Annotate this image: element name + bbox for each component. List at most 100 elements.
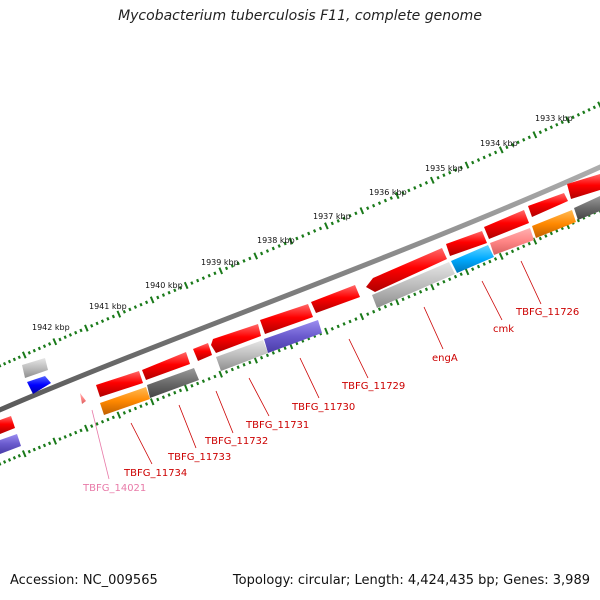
tick-mark <box>58 337 62 342</box>
gene-feature[interactable] <box>211 324 261 353</box>
tick-mark <box>366 206 370 211</box>
gene-feature[interactable] <box>446 231 487 256</box>
gene-feature[interactable] <box>264 320 322 353</box>
tick-mark <box>401 191 405 195</box>
gene-label[interactable]: TBFG_11733 <box>167 452 231 463</box>
tick-mark <box>139 404 143 409</box>
tick-mark <box>149 398 155 406</box>
tick-mark <box>527 135 531 140</box>
tick-mark <box>173 390 177 395</box>
tick-mark <box>95 321 99 326</box>
gene-label[interactable]: TBFG_11732 <box>204 436 268 447</box>
gene-feature[interactable] <box>260 304 313 334</box>
gene-feature[interactable] <box>567 174 600 199</box>
gene-feature[interactable] <box>22 358 48 378</box>
tick-mark <box>173 288 177 293</box>
tick-mark <box>336 219 340 223</box>
tick-mark <box>493 257 498 261</box>
kbp-label: 1937 kbp <box>313 212 351 221</box>
tick-mark <box>12 456 17 460</box>
tick-mark <box>295 341 299 346</box>
tick-mark <box>377 201 382 205</box>
gene-feature[interactable] <box>451 245 494 273</box>
gene-feature[interactable] <box>574 196 600 220</box>
gene-feature[interactable] <box>366 248 447 292</box>
gene-label[interactable]: TBFG_11726 <box>515 307 579 318</box>
leader-line <box>520 260 542 305</box>
gene-feature[interactable] <box>80 393 86 404</box>
tick-mark <box>17 355 21 360</box>
gene-label[interactable]: TBFG_14021 <box>82 483 146 494</box>
tick-mark <box>471 160 475 165</box>
tick-mark <box>555 229 559 233</box>
tick-mark <box>476 264 481 269</box>
tick-mark <box>429 283 435 291</box>
tick-mark <box>453 274 458 279</box>
tick-mark <box>324 327 329 335</box>
tick-mark <box>318 226 323 231</box>
tick-mark <box>259 251 264 256</box>
tick-mark <box>436 282 440 287</box>
gene-label[interactable]: TBFG_11731 <box>245 420 309 431</box>
tick-mark <box>74 430 78 435</box>
tick-mark <box>418 183 423 188</box>
tick-mark <box>52 338 58 346</box>
gene-feature[interactable] <box>216 340 268 371</box>
tick-mark <box>505 252 509 256</box>
gene-feature[interactable] <box>0 416 15 434</box>
tick-mark <box>37 445 42 450</box>
tick-mark <box>538 236 542 241</box>
gene-feature[interactable] <box>311 285 360 313</box>
gene-label[interactable]: cmk <box>493 324 514 335</box>
tick-mark <box>207 273 211 278</box>
tick-mark <box>265 353 270 358</box>
gene-feature[interactable] <box>100 387 150 415</box>
tick-mark <box>201 379 206 384</box>
tick-mark <box>424 181 429 185</box>
leader-line <box>130 422 153 465</box>
gene-feature[interactable] <box>532 210 576 238</box>
gene-feature[interactable] <box>27 376 51 394</box>
tick-mark <box>207 377 211 381</box>
tick-mark <box>330 221 334 226</box>
tick-mark <box>348 319 352 324</box>
tick-mark <box>213 271 217 276</box>
tick-mark <box>271 351 275 355</box>
gene-label[interactable]: engA <box>432 353 458 364</box>
gene-feature[interactable] <box>372 262 455 308</box>
gene-label[interactable]: TBFG_11730 <box>291 402 355 413</box>
tick-mark <box>516 140 520 145</box>
tick-mark <box>565 116 571 124</box>
tick-mark <box>42 443 47 448</box>
tick-mark <box>144 402 149 406</box>
tick-mark <box>122 309 126 314</box>
tick-mark <box>106 316 110 321</box>
gene-feature[interactable] <box>147 368 199 398</box>
gene-feature[interactable] <box>193 343 212 361</box>
tick-mark <box>90 323 94 328</box>
gene-label[interactable]: TBFG_11729 <box>341 381 405 392</box>
tick-mark <box>106 417 110 422</box>
tick-mark <box>149 296 155 304</box>
tick-mark <box>354 211 358 216</box>
tick-mark <box>95 422 99 426</box>
tick-mark <box>324 222 329 230</box>
tick-mark <box>27 351 31 355</box>
tick-mark <box>139 302 143 307</box>
gene-label[interactable]: TBFG_11734 <box>123 468 187 479</box>
tick-mark <box>271 246 275 251</box>
tick-mark <box>448 277 452 282</box>
gene-feature[interactable] <box>528 193 568 217</box>
gene-feature[interactable] <box>490 228 534 255</box>
tick-mark <box>359 313 365 321</box>
gene-feature[interactable] <box>142 352 190 380</box>
tick-mark <box>301 234 305 238</box>
tick-mark <box>213 374 217 379</box>
gene-feature[interactable] <box>96 371 143 397</box>
gene-feature[interactable] <box>0 434 21 454</box>
leader-line <box>423 306 444 350</box>
tick-mark <box>510 143 515 147</box>
gene-feature[interactable] <box>484 210 529 239</box>
tick-mark <box>330 327 334 331</box>
tick-mark <box>498 252 504 261</box>
